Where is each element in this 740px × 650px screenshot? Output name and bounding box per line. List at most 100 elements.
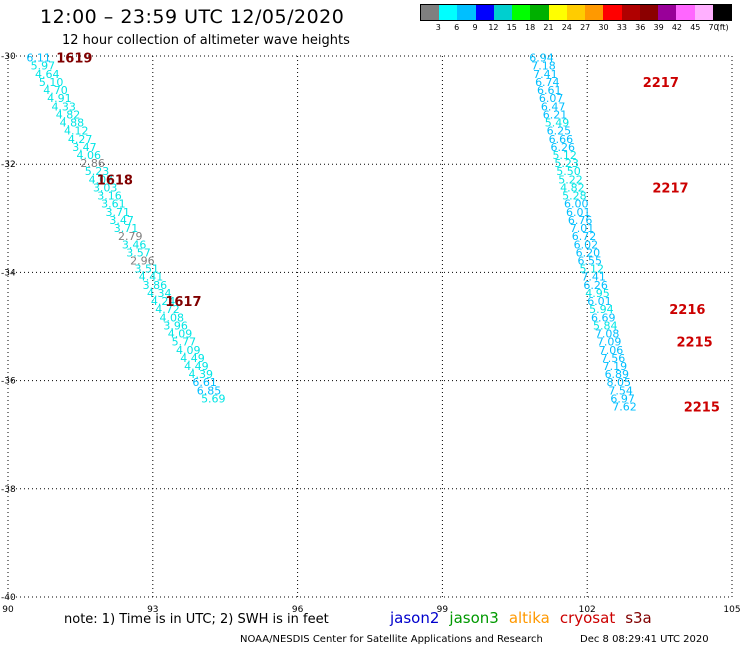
lat-tick-label: -40: [1, 593, 16, 603]
pass-time-label: 2216: [669, 303, 705, 318]
satellite-s3a: s3a: [625, 609, 652, 627]
swh-value-label: 4.49: [184, 360, 209, 373]
swh-value-label: 3.96: [163, 319, 188, 332]
swh-value-label: 7.41: [581, 271, 606, 284]
satellite-cryosat: cryosat: [559, 609, 616, 627]
swh-value-label: 3.57: [126, 246, 150, 259]
page-subtitle: 12 hour collection of altimeter wave hei…: [62, 33, 350, 48]
legend-swatch: [421, 5, 440, 20]
legend-label: 12: [488, 23, 499, 32]
swh-value-label: 6.02: [574, 238, 599, 251]
swh-value-label: 7.62: [612, 401, 637, 414]
swh-value-label: 4.34: [147, 287, 172, 300]
swh-value-label: 3.71: [114, 222, 139, 235]
legend-swatch: [457, 5, 476, 20]
swh-value-label: 5.77: [172, 336, 197, 349]
legend-label: 30: [598, 23, 609, 32]
swh-value-label: 3.16: [97, 190, 122, 203]
legend-swatch: [712, 5, 731, 20]
swh-value-label: 4.72: [155, 303, 180, 316]
lat-tick-label: -34: [1, 268, 16, 278]
swh-value-label: 6.21: [543, 108, 568, 121]
swh-value-label: 4.07: [89, 173, 114, 186]
legend-label: 3: [435, 23, 441, 32]
swh-value-label: 6.66: [549, 133, 574, 146]
swh-value-label: 5.69: [201, 392, 226, 405]
swh-value-label: 4.70: [43, 84, 68, 97]
lat-tick-label: -38: [1, 485, 16, 495]
swh-value-label: 5.50: [556, 165, 581, 178]
generated-timestamp: Dec 8 08:29:41 UTC 2020: [580, 634, 709, 645]
satellite-jason3: jason3: [449, 609, 499, 627]
legend-label: 6: [454, 23, 460, 32]
swh-value-label: 5.10: [39, 76, 64, 89]
swh-value-label: 6.97: [610, 392, 635, 405]
legend-label: 15: [506, 23, 517, 32]
legend-swatch: [530, 5, 549, 20]
swh-value-label: 6.20: [576, 246, 601, 259]
legend-swatch: [585, 5, 604, 20]
swh-value-label: 6.72: [572, 230, 597, 243]
swh-value-label: 4.82: [56, 108, 80, 121]
swh-value-label: 7.41: [533, 68, 558, 81]
pass-time-label: 1619: [56, 52, 92, 67]
swh-value-label: 6.89: [605, 368, 630, 381]
swh-value-label: 7.06: [599, 344, 624, 357]
legend-swatch: [475, 5, 494, 20]
pass-time-label: 2215: [684, 401, 720, 416]
color-legend-labels: 3 6 9 12 15 18 21 24 27 30 33 36 39 42 45 70 (ft): [420, 21, 732, 35]
swh-value-label: 6.61: [537, 84, 562, 97]
swh-value-label: 7.19: [603, 360, 628, 373]
color-legend: 3 6 9 12 15 18 21 24 27 30 33 36 39 42 45 70 (ft): [420, 4, 732, 34]
legend-swatch: [621, 5, 640, 20]
pass-time-label: 1617: [165, 295, 201, 310]
swh-value-label: 4.91: [47, 92, 72, 105]
swh-value-label: 6.26: [583, 279, 608, 292]
color-legend-bar: [420, 4, 732, 21]
swh-value-label: 4.88: [60, 117, 85, 130]
swh-value-label: 4.24: [151, 295, 176, 308]
lon-tick-label: 102: [579, 605, 596, 615]
pass-time-label: 2217: [643, 76, 679, 91]
legend-label: 21: [543, 23, 554, 32]
lon-tick-label: 105: [723, 605, 740, 615]
swh-value-label: 4.08: [160, 311, 185, 324]
swh-value-label: 6.01: [587, 295, 612, 308]
swh-value-label: 5.49: [545, 117, 570, 130]
legend-swatch: [676, 5, 695, 20]
pass-time-label: 2215: [676, 336, 712, 351]
legend-swatch: [694, 5, 713, 20]
legend-label: 70: [708, 23, 719, 32]
swh-value-label: 5.97: [31, 60, 56, 73]
swh-value-label: 6.47: [541, 100, 566, 113]
lat-tick-label: -36: [1, 377, 16, 387]
legend-swatch: [566, 5, 586, 20]
satellite-legend: jason2 jason3 altika cryosat s3a: [390, 609, 662, 627]
swh-value-label: 3.71: [105, 206, 129, 219]
swh-value-label: 4.64: [35, 68, 60, 81]
pass-time-label: 1618: [97, 173, 133, 188]
swh-value-label: 4.12: [64, 125, 89, 138]
lat-tick-label: -32: [1, 160, 16, 170]
swh-value-label: 7.18: [531, 60, 556, 73]
legend-swatch: [512, 5, 531, 20]
swh-value-label: 3.46: [122, 238, 147, 251]
legend-label: 36: [635, 23, 646, 32]
swh-value-label: 4.49: [180, 352, 205, 365]
swh-value-label: 5.23: [554, 157, 579, 170]
swh-value-label: 5.23: [85, 165, 110, 178]
legend-swatch: [548, 5, 567, 20]
swh-value-label: 6.61: [192, 376, 217, 389]
legend-label: 9: [472, 23, 478, 32]
legend-label: 27: [580, 23, 591, 32]
swh-value-label: 4.82: [560, 181, 585, 194]
swh-value-label: 6.94: [529, 52, 554, 65]
swh-value-label: 6.69: [591, 311, 616, 324]
swh-value-label: 4.06: [77, 149, 102, 162]
swh-value-label: 6.07: [539, 92, 564, 105]
swh-value-label: 7.56: [601, 352, 626, 365]
swh-value-label: 6.85: [197, 384, 222, 397]
swh-value-label: 3.03: [93, 181, 118, 194]
legend-label: 24: [561, 23, 572, 32]
swh-value-label: 4.41: [139, 271, 164, 284]
